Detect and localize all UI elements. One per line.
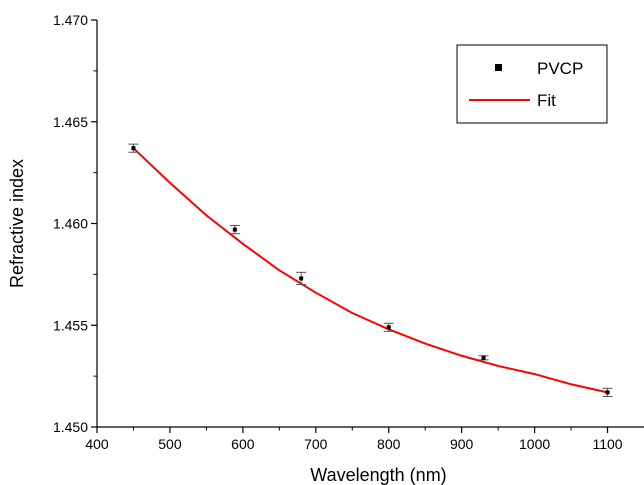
legend: PVCP Fit	[456, 44, 608, 124]
x-axis-title: Wavelength (nm)	[310, 465, 446, 485]
legend-label-pvcp: PVCP	[537, 59, 583, 78]
y-tick-label: 1.450	[53, 419, 88, 435]
data-point	[128, 143, 139, 153]
y-tick-label: 1.470	[53, 12, 88, 28]
y-tick-label: 1.465	[53, 114, 88, 130]
x-tick-label: 1000	[519, 436, 550, 452]
fit-curve	[132, 147, 608, 394]
point-marker	[299, 276, 304, 281]
point-marker	[232, 227, 237, 232]
x-tick-label: 500	[158, 436, 182, 452]
point-marker	[605, 390, 610, 395]
legend-box	[456, 44, 608, 124]
data-point	[602, 387, 613, 397]
x-tick-label: 700	[304, 436, 328, 452]
x-tick-label: 1100	[592, 436, 622, 452]
y-tick-label: 1.460	[53, 216, 88, 232]
point-marker	[131, 146, 136, 151]
data-point	[229, 225, 240, 235]
legend-marker-pvcp	[495, 64, 502, 71]
y-tick-label: 1.455	[53, 317, 88, 333]
data-point	[478, 355, 489, 361]
legend-label-fit: Fit	[537, 91, 556, 110]
x-tick-label: 600	[231, 436, 255, 452]
point-marker	[386, 325, 391, 330]
x-tick-label: 800	[377, 436, 401, 452]
series-layer	[128, 143, 613, 397]
x-tick-label: 400	[85, 436, 109, 452]
x-tick-label: 900	[450, 436, 474, 452]
data-point	[383, 322, 394, 332]
y-axis-title: Refractive index	[7, 159, 27, 288]
data-point	[296, 271, 307, 286]
ticks: 400 500 600 700 800 900 1000 1100 1.450 1.455 1.46…	[53, 12, 623, 452]
point-marker	[481, 355, 486, 360]
